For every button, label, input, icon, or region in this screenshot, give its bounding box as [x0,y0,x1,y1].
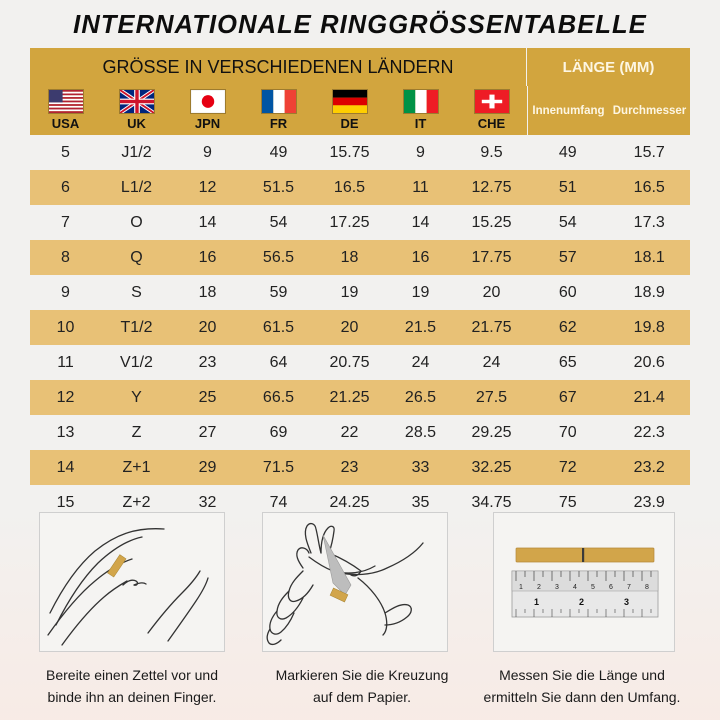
svg-text:5: 5 [591,584,595,591]
svg-text:7: 7 [627,584,631,591]
svg-text:1: 1 [534,597,539,607]
svg-text:2: 2 [579,597,584,607]
svg-text:2: 2 [537,584,541,591]
svg-text:3: 3 [555,584,559,591]
svg-text:1: 1 [519,584,523,591]
svg-text:6: 6 [609,584,613,591]
svg-text:4: 4 [573,584,577,591]
svg-text:8: 8 [645,584,649,591]
svg-text:3: 3 [624,597,629,607]
